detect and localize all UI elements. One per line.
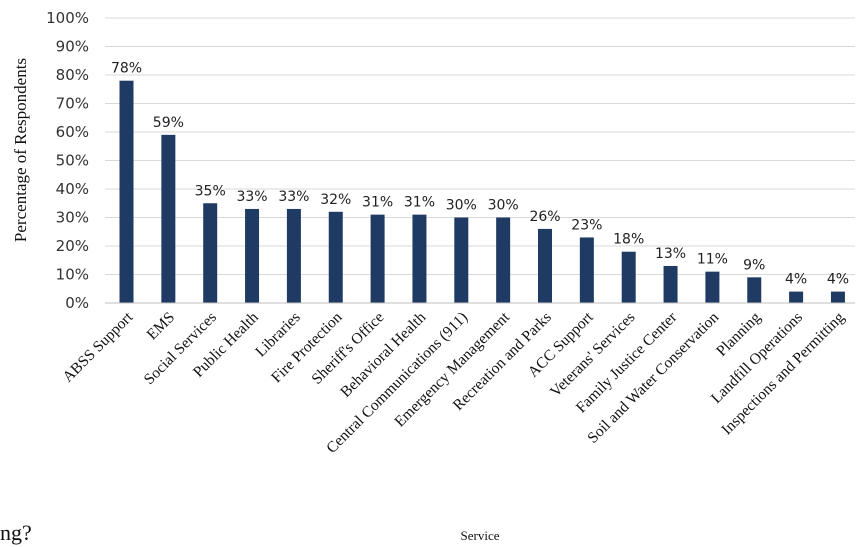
bar [538, 228, 552, 303]
bar [161, 134, 176, 303]
y-tick-label: 50% [56, 152, 89, 170]
data-label: 30% [488, 198, 519, 214]
bar [454, 217, 469, 303]
y-axis-ticks: 0% 10% 20% 30% 40% 50% 60% 70% 80% 90% 100% [46, 9, 89, 312]
y-tick-label: 60% [56, 123, 89, 141]
bar [245, 208, 260, 303]
y-tick-label: 70% [56, 95, 89, 113]
y-tick-label: 100% [46, 9, 89, 27]
data-label: 31% [362, 195, 393, 211]
y-axis-title: Percentage of Respondents [11, 58, 30, 242]
x-category-label: EMS [144, 309, 179, 344]
x-category-label: Sheriff's Office [308, 309, 387, 388]
bar [830, 291, 845, 303]
bar [370, 214, 385, 303]
x-axis-title: Service [461, 528, 500, 543]
y-tick-label: 10% [56, 266, 89, 284]
data-label: 33% [278, 189, 309, 205]
y-tick-label: 80% [56, 66, 89, 84]
y-tick-label: 20% [56, 237, 89, 255]
data-label: 35% [195, 183, 226, 199]
data-label: 78% [111, 61, 142, 77]
gridlines [105, 17, 855, 275]
y-tick-label: 30% [56, 209, 89, 227]
data-label: 30% [446, 198, 477, 214]
bar [663, 265, 678, 303]
data-label: 11% [697, 252, 728, 268]
bar [496, 217, 511, 303]
data-label: 13% [655, 246, 686, 262]
x-category-label: Social Services [141, 309, 220, 388]
data-label: 9% [743, 257, 765, 273]
data-label: 32% [320, 192, 351, 208]
bar [203, 203, 218, 303]
bar [747, 277, 762, 303]
data-label: 4% [785, 272, 807, 288]
bars [119, 80, 845, 303]
bar [621, 251, 636, 303]
data-label: 18% [613, 232, 644, 248]
bar [789, 291, 804, 303]
bar [579, 237, 594, 303]
y-tick-label: 90% [56, 38, 89, 56]
y-tick-label: 40% [56, 180, 89, 198]
bar [328, 211, 343, 303]
data-labels: 78% 59% 35% 33% 33% 32% 31% 31% 30% 30% 26% 23% 18% 1… [111, 61, 849, 288]
cut-off-question-text: ng? [0, 520, 32, 545]
bar [412, 214, 427, 303]
bar [705, 271, 720, 303]
data-label: 33% [236, 189, 267, 205]
bar [286, 208, 301, 303]
bar [119, 80, 134, 303]
x-category-label: ABSS Support [59, 308, 136, 385]
data-label: 23% [571, 217, 602, 233]
data-label: 26% [529, 209, 560, 225]
y-tick-label: 0% [65, 294, 89, 312]
data-label: 59% [153, 115, 184, 131]
data-label: 4% [827, 272, 849, 288]
data-label: 31% [404, 195, 435, 211]
